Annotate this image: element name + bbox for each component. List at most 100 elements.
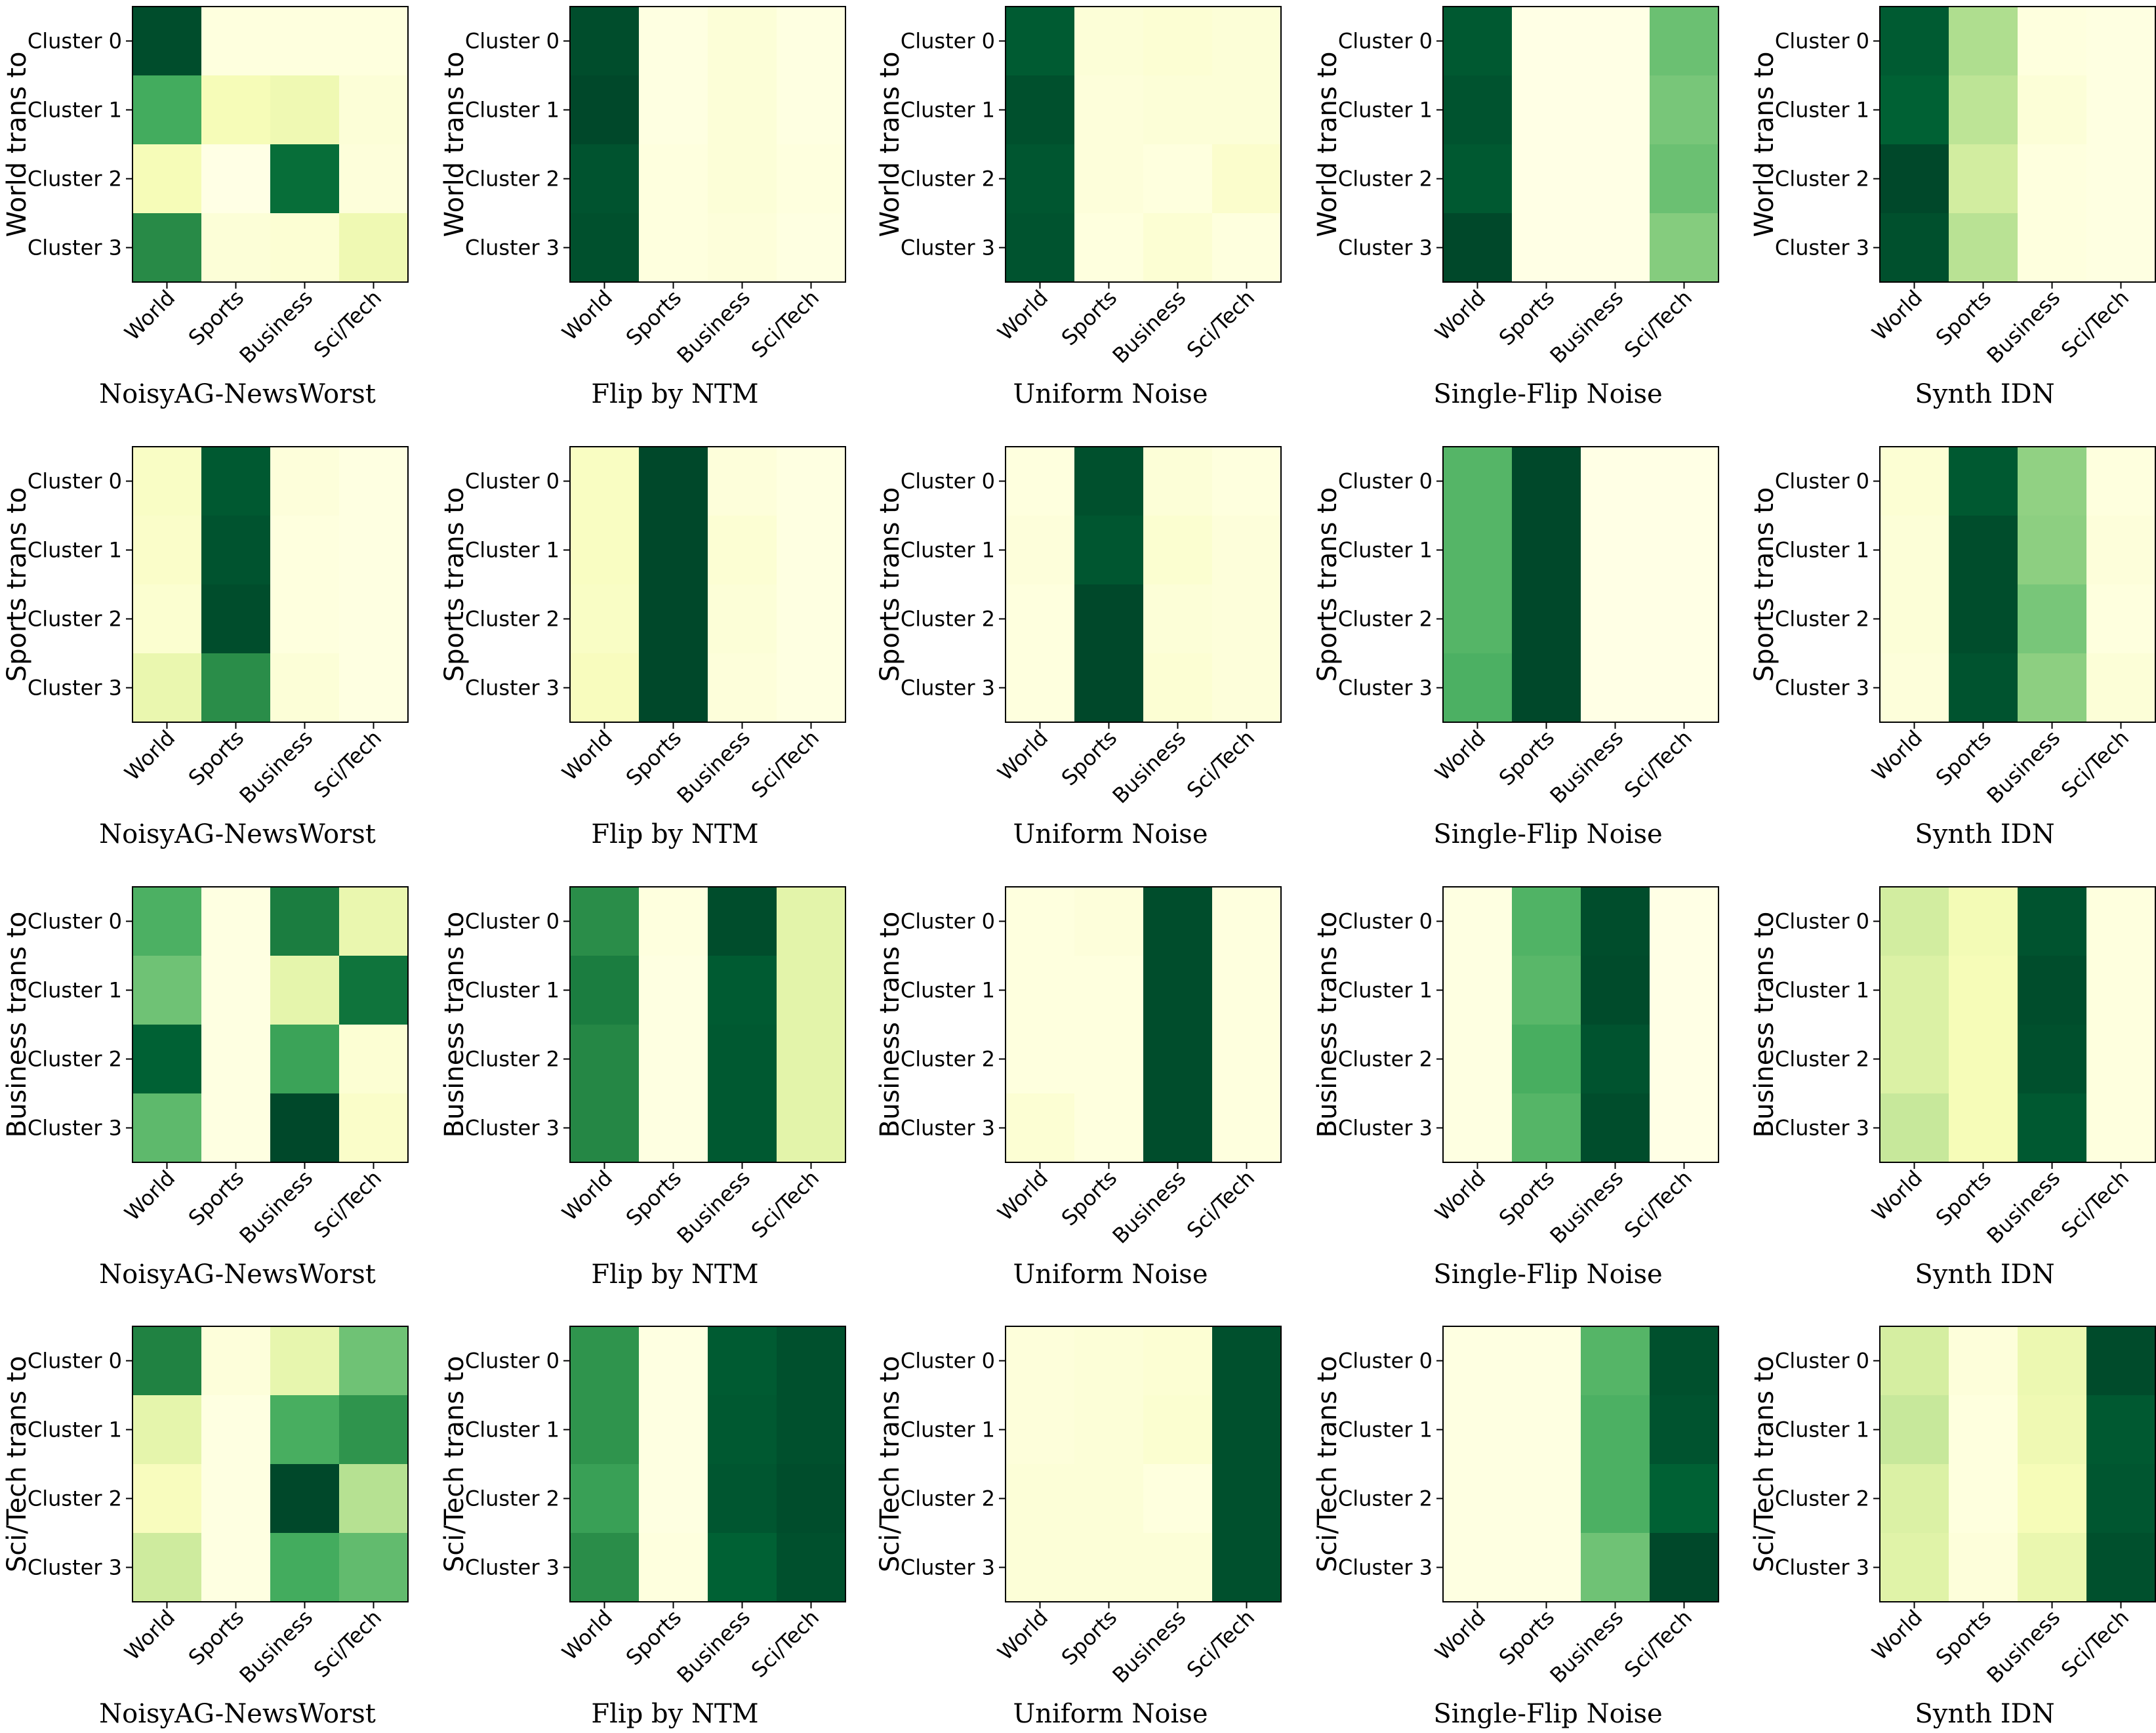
x-tick-label: Business bbox=[1545, 1605, 1629, 1688]
heatmap-cell bbox=[270, 1326, 339, 1395]
heatmap-cell bbox=[2086, 213, 2155, 282]
x-tick-label: Business bbox=[235, 1166, 318, 1249]
heatmap-cell bbox=[1581, 584, 1650, 653]
heatmap-cell bbox=[708, 1395, 777, 1464]
heatmap-cell bbox=[1143, 1395, 1212, 1464]
heatmap-cell bbox=[270, 7, 339, 75]
x-tick-label: Sports bbox=[621, 285, 686, 350]
y-tick-label: Cluster 0 bbox=[1775, 29, 1869, 54]
heatmap-cell bbox=[1512, 956, 1581, 1025]
heatmap-cell bbox=[270, 516, 339, 584]
heatmap-cell bbox=[132, 1326, 201, 1395]
heatmap-cell bbox=[1949, 1025, 2018, 1093]
heatmap-panel-r2-p4: Cluster 0 Cluster 1 Cluster 2 Cluster 3 Worl… bbox=[1749, 886, 2156, 1290]
heatmap-cell bbox=[1443, 1464, 1512, 1533]
heatmap-cell bbox=[708, 887, 777, 956]
y-tick-label: Cluster 1 bbox=[465, 538, 559, 563]
heatmap-border bbox=[1879, 1326, 2156, 1602]
heatmap-cell bbox=[1512, 1533, 1581, 1602]
heatmap-cell bbox=[1006, 144, 1074, 213]
heatmap-cell bbox=[1880, 213, 1949, 282]
heatmap-cell bbox=[1650, 1326, 1719, 1395]
y-tick-label: Cluster 3 bbox=[465, 235, 559, 260]
heatmap-cell bbox=[1143, 7, 1212, 75]
heatmap-cell bbox=[1443, 75, 1512, 144]
heatmap-cell bbox=[1443, 144, 1512, 213]
panel-title: NoisyAG-NewsWorst bbox=[99, 819, 376, 849]
y-tick-label: Cluster 2 bbox=[901, 167, 995, 192]
x-tick-label: World bbox=[119, 1166, 180, 1226]
y-axis-label: World trans to bbox=[1312, 51, 1343, 237]
heatmap-border bbox=[132, 1326, 409, 1602]
heatmap-cell bbox=[1650, 1464, 1719, 1533]
heatmap-panel-r3-p0: Cluster 0 Cluster 1 Cluster 2 Cluster 3 Worl… bbox=[2, 1326, 409, 1729]
heatmap-cell bbox=[570, 75, 639, 144]
heatmap-cell bbox=[339, 516, 408, 584]
heatmap-cell bbox=[1006, 1395, 1074, 1464]
heatmap-cell bbox=[1006, 1464, 1074, 1533]
heatmap-cell bbox=[708, 1326, 777, 1395]
heatmap-cell bbox=[1074, 1326, 1143, 1395]
heatmap-cell bbox=[2086, 1025, 2155, 1093]
heatmap-cell bbox=[1650, 516, 1719, 584]
y-tick-label: Cluster 3 bbox=[1775, 676, 1869, 701]
x-tick-label: World bbox=[992, 1605, 1053, 1665]
heatmap-cell bbox=[1949, 447, 2018, 516]
heatmap-cell bbox=[1650, 584, 1719, 653]
x-tick-label: Sci/Tech bbox=[1182, 285, 1259, 363]
heatmap-cell bbox=[1443, 1025, 1512, 1093]
heatmap-cell bbox=[1949, 956, 2018, 1025]
heatmap-cell bbox=[1880, 1464, 1949, 1533]
y-tick-label: Cluster 0 bbox=[901, 29, 995, 54]
panel-title: Uniform Noise bbox=[1013, 1699, 1208, 1729]
x-tick-label: World bbox=[1867, 1166, 1927, 1226]
heatmap-cell bbox=[1949, 1395, 2018, 1464]
heatmap-cell bbox=[1006, 653, 1074, 722]
y-tick-label: Cluster 2 bbox=[901, 1486, 995, 1511]
x-tick-label: World bbox=[1430, 725, 1490, 786]
heatmap-cell bbox=[1074, 1533, 1143, 1602]
y-tick-label: Cluster 1 bbox=[28, 538, 122, 563]
x-tick-label: Sci/Tech bbox=[1619, 725, 1697, 803]
y-tick-label: Cluster 2 bbox=[1338, 1047, 1433, 1072]
heatmap-cell bbox=[1512, 584, 1581, 653]
y-tick-label: Cluster 3 bbox=[1775, 1116, 1869, 1141]
y-tick-label: Cluster 1 bbox=[1775, 978, 1869, 1003]
x-tick-label: World bbox=[119, 1605, 180, 1665]
heatmap-cell bbox=[1880, 75, 1949, 144]
heatmap-cell bbox=[708, 144, 777, 213]
heatmap-cell bbox=[2018, 1395, 2086, 1464]
heatmap-cell bbox=[339, 1395, 408, 1464]
heatmap-cell bbox=[339, 144, 408, 213]
heatmap-cell bbox=[1949, 7, 2018, 75]
heatmap-cell bbox=[201, 1464, 270, 1533]
panel-title: Single-Flip Noise bbox=[1433, 379, 1662, 409]
x-tick-label: Business bbox=[1982, 1605, 2065, 1688]
y-tick-label: Cluster 0 bbox=[28, 1349, 122, 1374]
heatmap-cell bbox=[339, 653, 408, 722]
heatmap-cell bbox=[708, 653, 777, 722]
heatmap-cell bbox=[2086, 887, 2155, 956]
heatmap-cell bbox=[2086, 1464, 2155, 1533]
heatmap-cell bbox=[2086, 144, 2155, 213]
y-axis-label: Sports trans to bbox=[1312, 487, 1343, 682]
y-tick-label: Cluster 1 bbox=[1338, 538, 1433, 563]
heatmap-cell bbox=[1143, 1464, 1212, 1533]
heatmap-cell bbox=[1581, 144, 1650, 213]
heatmap-cell bbox=[708, 584, 777, 653]
heatmap-cell bbox=[1212, 7, 1281, 75]
heatmap-cell bbox=[2018, 1093, 2086, 1162]
heatmap-border bbox=[1879, 6, 2156, 283]
heatmap-cell bbox=[1581, 1533, 1650, 1602]
heatmap-cell bbox=[339, 7, 408, 75]
y-tick-label: Cluster 1 bbox=[1338, 98, 1433, 123]
y-tick-label: Cluster 0 bbox=[1338, 29, 1433, 54]
heatmap-cell bbox=[708, 75, 777, 144]
x-tick-label: Business bbox=[1545, 1166, 1629, 1249]
panel-title: Flip by NTM bbox=[591, 379, 758, 409]
panel-title: NoisyAG-NewsWorst bbox=[99, 379, 376, 409]
y-tick-label: Cluster 0 bbox=[28, 29, 122, 54]
heatmap-cell bbox=[1006, 213, 1074, 282]
heatmap-cell bbox=[1212, 887, 1281, 956]
x-tick-label: Business bbox=[235, 285, 318, 369]
